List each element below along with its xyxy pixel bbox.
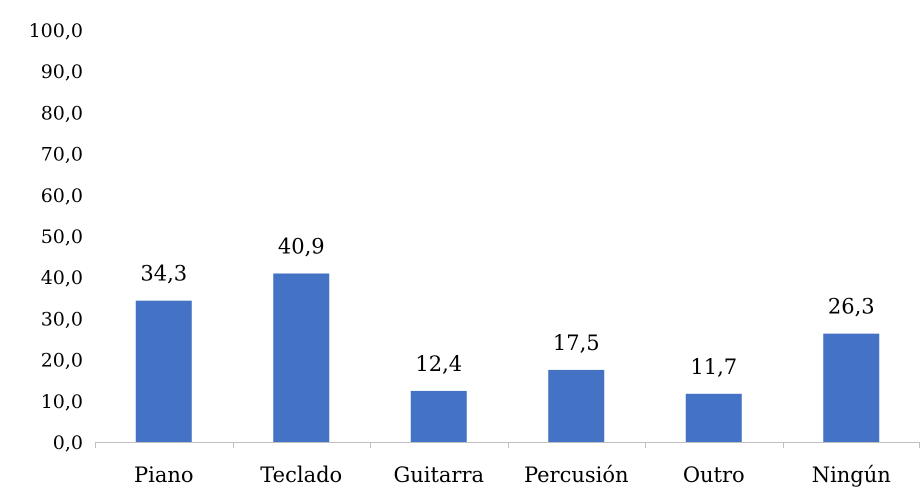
data-label: 12,4 xyxy=(415,352,462,376)
x-axis-ticks xyxy=(95,442,920,448)
y-axis-ticks: 0,0 10,0 20,0 30,0 40,0 50,0 60,0 70,0 80,0 90,0 1… xyxy=(29,20,83,454)
category-label: Ningún xyxy=(812,463,891,487)
y-tick-label: 100,0 xyxy=(29,20,83,42)
bar-percusión xyxy=(548,369,605,442)
bar-outro xyxy=(685,393,742,442)
data-label: 17,5 xyxy=(553,331,600,355)
bar-piano xyxy=(135,300,192,442)
y-tick-label: 90,0 xyxy=(41,61,83,83)
y-tick-label: 60,0 xyxy=(41,185,83,207)
category-label: Outro xyxy=(683,463,745,487)
bars xyxy=(135,273,880,442)
y-tick-label: 50,0 xyxy=(41,226,83,248)
data-label: 34,3 xyxy=(140,262,187,286)
bar-teclado xyxy=(273,273,330,442)
category-label: Piano xyxy=(134,463,194,487)
y-tick-label: 40,0 xyxy=(41,267,83,289)
y-tick-label: 20,0 xyxy=(41,350,83,372)
category-label: Guitarra xyxy=(393,463,484,487)
bar-ningún xyxy=(823,333,880,442)
category-labels: Piano Teclado Guitarra Percusión Outro Ningún xyxy=(134,463,891,487)
data-label: 40,9 xyxy=(278,234,325,258)
category-label: Teclado xyxy=(260,463,342,487)
y-tick-label: 70,0 xyxy=(41,144,83,166)
category-label: Percusión xyxy=(524,463,629,487)
bar-guitarra xyxy=(410,390,467,442)
y-tick-label: 0,0 xyxy=(53,432,83,454)
data-label: 11,7 xyxy=(690,355,737,379)
data-labels: 34,3 40,9 12,4 17,5 11,7 26,3 xyxy=(140,234,874,378)
y-tick-label: 10,0 xyxy=(41,391,83,413)
y-tick-label: 80,0 xyxy=(41,102,83,124)
data-label: 26,3 xyxy=(828,295,875,319)
y-tick-label: 30,0 xyxy=(41,308,83,330)
